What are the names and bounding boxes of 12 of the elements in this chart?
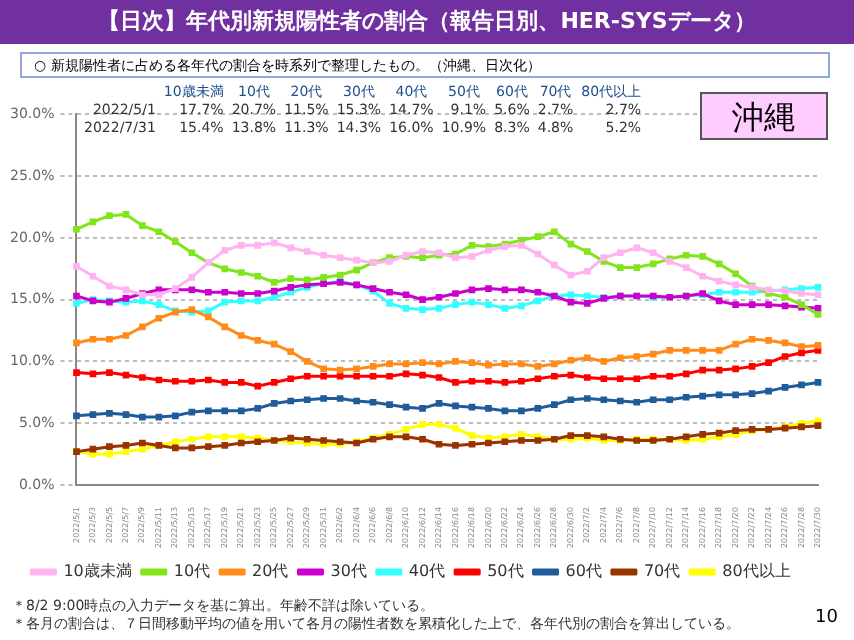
legend-label: 60代	[565, 562, 602, 581]
legend-label: 50代	[487, 562, 524, 581]
text: 10	[815, 608, 838, 628]
legend-label: 10代	[173, 562, 211, 581]
legend-label: 20代	[252, 562, 289, 581]
legend-label: 80代以上	[722, 562, 791, 581]
chart-title: 【日次】年代別新規陽性者の割合（報告日別、HER-SYSデータ）	[0, 0, 854, 44]
legend-label: 70代	[643, 562, 681, 581]
annotation: 沖縄	[700, 92, 828, 140]
legend-label: 40代	[408, 562, 446, 581]
legend-label: 30代	[330, 562, 367, 581]
legend-label: 10歳未満	[63, 562, 132, 581]
